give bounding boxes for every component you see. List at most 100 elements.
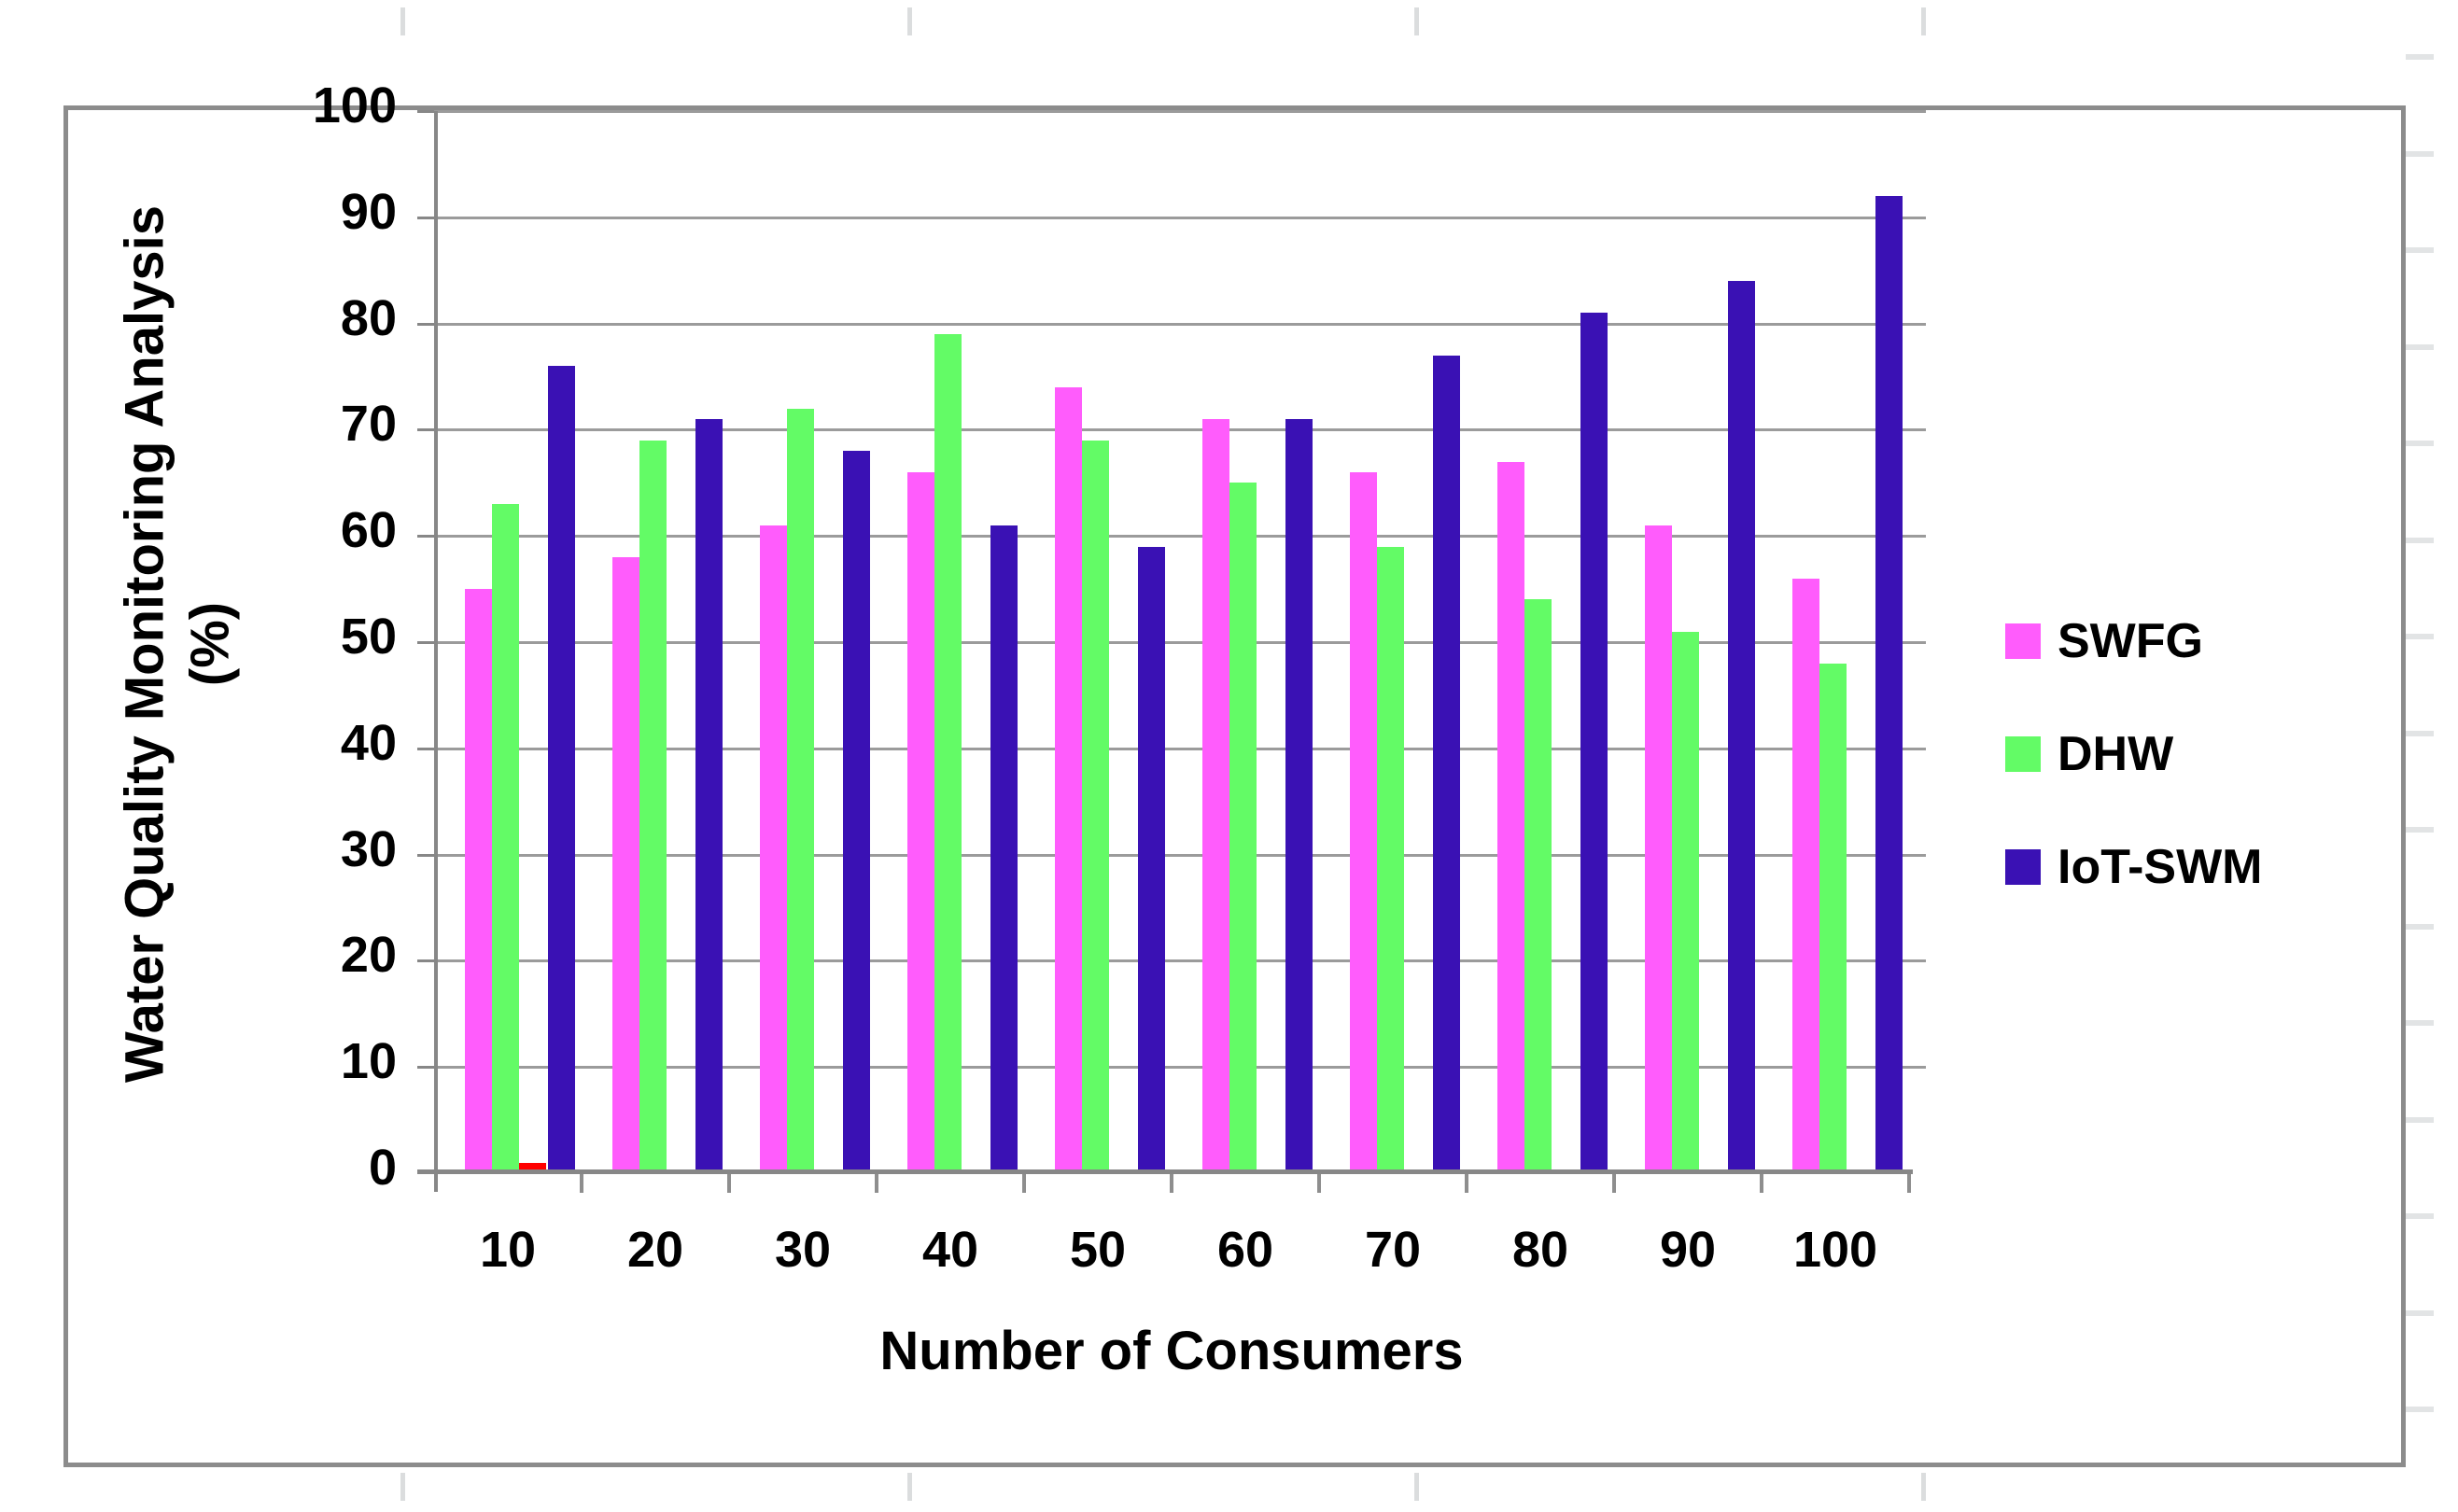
legend-swatch-dhw: [2005, 736, 2041, 772]
bar-IoT-SWM-x20: [695, 419, 723, 1173]
y-tick-label-50: 50: [340, 609, 397, 665]
bar-SWFG-x40: [907, 471, 934, 1173]
bar-IoT-SWM-x60: [1285, 419, 1313, 1173]
bar-SWFG-x50: [1055, 386, 1082, 1173]
x-tick-mark-80: [1612, 1174, 1616, 1193]
page-tick-mark: [2406, 827, 2434, 833]
page-tick-mark: [907, 1473, 912, 1501]
y-tick-mark-30: [417, 853, 434, 857]
bar-red-x10: [519, 1162, 546, 1173]
page-tick-mark: [400, 1473, 405, 1501]
bar-SWFG-x80: [1497, 461, 1524, 1173]
page-tick-mark: [2406, 54, 2434, 60]
page-tick-mark: [907, 7, 912, 35]
y-tick-mark-20: [417, 959, 434, 963]
x-axis-title: Number of Consumers: [879, 1321, 1464, 1381]
x-tick-label-60: 60: [1216, 1222, 1274, 1278]
y-tick-label-80: 80: [340, 289, 397, 346]
y-tick-label-90: 90: [340, 183, 397, 240]
page-tick-mark: [1921, 7, 1926, 35]
page-tick-mark: [1414, 1473, 1419, 1501]
bar-SWFG-x60: [1202, 419, 1229, 1173]
page-tick-mark: [1921, 1473, 1926, 1501]
bar-DHW-x20: [639, 440, 667, 1173]
y-tick-label-0: 0: [368, 1140, 397, 1196]
y-tick-mark-60: [417, 535, 434, 539]
gridline-y-50: [434, 641, 1926, 644]
legend-swatch-iot-swm: [2005, 849, 2041, 885]
y-tick-mark-80: [417, 322, 434, 326]
bar-DHW-x50: [1082, 440, 1109, 1173]
bar-DHW-x40: [934, 333, 962, 1173]
page-tick-mark: [2406, 1117, 2434, 1123]
page-tick-mark: [2406, 1310, 2434, 1316]
x-axis-line: [417, 1169, 1913, 1174]
y-tick-label-40: 40: [340, 714, 397, 771]
x-tick-mark-10: [580, 1174, 583, 1193]
y-tick-mark-90: [417, 216, 434, 219]
bar-SWFG-x10: [465, 589, 492, 1173]
page-tick-mark: [1414, 7, 1419, 35]
page-tick-mark: [400, 7, 405, 35]
x-tick-mark-20: [727, 1174, 731, 1193]
bar-DHW-x60: [1229, 483, 1257, 1173]
bar-SWFG-x90: [1645, 525, 1672, 1173]
x-tick-label-100: 100: [1792, 1222, 1878, 1278]
bar-IoT-SWM-x50: [1138, 546, 1165, 1173]
y-tick-mark-50: [417, 641, 434, 644]
bar-IoT-SWM-x10: [548, 366, 575, 1173]
legend-label-iot-swm: IoT-SWM: [2058, 840, 2263, 894]
bar-SWFG-x30: [760, 525, 787, 1173]
x-tick-mark-30: [875, 1174, 878, 1193]
y-tick-label-70: 70: [340, 396, 397, 453]
y-tick-label-100: 100: [312, 77, 397, 133]
gridline-y-80: [434, 322, 1926, 326]
legend-swatch-swfg: [2005, 623, 2041, 659]
gridline-y-10: [434, 1066, 1926, 1070]
y-axis-title: Water Quality Monitoring Analysis (%): [112, 205, 242, 1083]
x-tick-label-80: 80: [1511, 1222, 1569, 1278]
bar-IoT-SWM-x80: [1580, 313, 1608, 1173]
x-tick-mark-50: [1170, 1174, 1173, 1193]
y-tick-mark-40: [417, 747, 434, 750]
gridline-y-90: [434, 216, 1926, 219]
x-tick-label-70: 70: [1364, 1222, 1422, 1278]
gridline-y-60: [434, 535, 1926, 539]
bar-IoT-SWM-x90: [1728, 281, 1755, 1173]
bar-SWFG-x20: [612, 556, 639, 1173]
x-tick-mark-70: [1465, 1174, 1468, 1193]
y-axis-title-line1: Water Quality Monitoring Analysis: [114, 205, 176, 1083]
y-tick-mark-10: [417, 1066, 434, 1070]
page-tick-mark: [2406, 247, 2434, 253]
x-tick-mark-100: [1907, 1174, 1911, 1193]
bar-IoT-SWM-x70: [1433, 355, 1460, 1173]
gridline-y-40: [434, 747, 1926, 750]
legend-entry-swfg: SWFG: [2005, 605, 2203, 678]
bar-DHW-x80: [1524, 599, 1552, 1173]
y-tick-mark-100: [417, 110, 434, 113]
page-tick-mark: [2406, 1020, 2434, 1026]
x-tick-label-40: 40: [921, 1222, 979, 1278]
bar-DHW-x90: [1672, 631, 1699, 1173]
page-tick-mark: [2406, 1407, 2434, 1412]
bar-IoT-SWM-x40: [990, 525, 1018, 1173]
page-tick-mark: [2406, 538, 2434, 543]
plot-area: [417, 110, 1926, 1173]
gridline-y-20: [434, 959, 1926, 963]
bar-SWFG-x100: [1792, 578, 1819, 1173]
page-tick-mark: [2406, 924, 2434, 930]
x-tick-label-30: 30: [774, 1222, 832, 1278]
gridline-y-100: [434, 110, 1926, 113]
gridline-y-30: [434, 853, 1926, 857]
x-tick-mark-90: [1760, 1174, 1763, 1193]
x-tick-label-50: 50: [1069, 1222, 1127, 1278]
page-tick-mark: [2406, 634, 2434, 639]
bar-DHW-x70: [1377, 546, 1404, 1173]
y-tick-label-30: 30: [340, 820, 397, 877]
page-tick-mark: [2406, 441, 2434, 446]
bar-SWFG-x70: [1350, 471, 1377, 1173]
bar-IoT-SWM-x30: [843, 451, 870, 1173]
y-tick-label-60: 60: [340, 502, 397, 559]
x-tick-mark-40: [1022, 1174, 1026, 1193]
